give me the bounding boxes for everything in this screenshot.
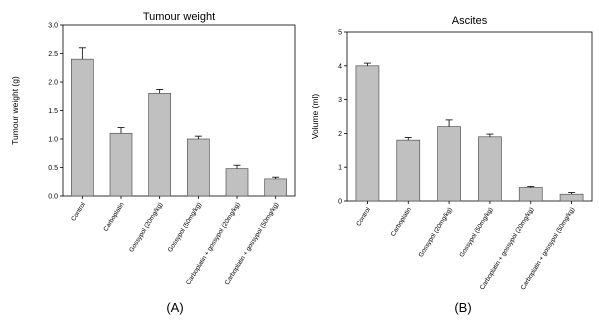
- bar: [396, 139, 421, 202]
- x-tick-label: Control: [355, 206, 372, 227]
- y-tick-label: 3: [338, 97, 342, 104]
- plot-frame: [346, 31, 593, 202]
- y-tick-label: 2.0: [48, 80, 58, 87]
- y-tick-label: 1: [338, 165, 342, 172]
- y-tick-label: 1.5: [48, 108, 58, 115]
- y-tick-label: 2.5: [48, 51, 58, 58]
- bar: [478, 136, 502, 202]
- y-tick-label: 0: [338, 199, 342, 206]
- bar: [148, 93, 172, 197]
- chart-panel-2: Ascites Volume (ml) 0 1 2 3 4 5 Control Carboplat…: [310, 15, 593, 315]
- x-tick-label: Carboplatin: [102, 201, 125, 233]
- bar: [437, 126, 461, 202]
- x-tick-label: Carboplatin: [390, 206, 413, 238]
- panel-label: (B): [454, 300, 471, 315]
- chart-title: Ascites: [452, 15, 488, 27]
- y-tick-label: 2: [338, 131, 342, 138]
- y-tick-label: 1.0: [48, 137, 58, 144]
- x-tick-label: Control: [70, 201, 87, 222]
- y-tick-label: 0.0: [48, 194, 58, 201]
- bar: [225, 168, 249, 197]
- panel-label: (A): [166, 300, 183, 315]
- bar: [518, 187, 543, 202]
- bar: [559, 193, 584, 202]
- x-tick-label: Gossypol (50mg/kg): [458, 206, 494, 258]
- y-tick-label: 5: [338, 30, 342, 37]
- x-tick-label: Gossypol (50mg/kg): [167, 201, 203, 253]
- bar: [109, 132, 133, 197]
- chart-title: Tumour weight: [143, 11, 215, 23]
- bar: [355, 65, 380, 202]
- y-tick-label: 0.5: [48, 165, 58, 172]
- plot-frame: [62, 24, 296, 197]
- y-tick-label: 3.0: [48, 23, 58, 30]
- x-tick-label: Gossypol (20mg/kg): [418, 206, 454, 258]
- chart-panel-1: Tumour weight Tumour weight (g) 0.0 0.5 1.0 1…: [10, 11, 296, 315]
- bar: [264, 178, 288, 197]
- y-tick-label: 4: [338, 63, 342, 70]
- bar: [70, 58, 94, 197]
- y-axis-label: Tumour weight (g): [10, 76, 20, 145]
- y-axis-label: Volume (ml): [310, 94, 320, 140]
- bar: [186, 138, 210, 197]
- x-tick-label: Gossypol (20mg/kg): [128, 201, 164, 253]
